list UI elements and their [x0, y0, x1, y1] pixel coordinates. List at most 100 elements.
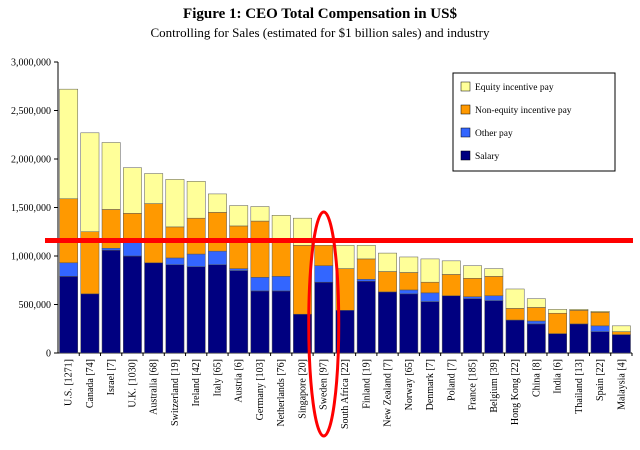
- bar-segment: [123, 255, 142, 354]
- bar-segment: [165, 257, 185, 265]
- bar-segment: [569, 309, 589, 311]
- bar-segment: [59, 262, 79, 277]
- bar-segment: [186, 181, 206, 219]
- bar-segment: [378, 252, 397, 272]
- x-tick-label: Netherlands [76]: [276, 359, 287, 426]
- bar-segment: [484, 268, 504, 277]
- bar-segment: [611, 331, 631, 335]
- x-tick-label: Austria [6]: [234, 359, 245, 403]
- bar-segment: [80, 132, 100, 232]
- bar-segment: [569, 323, 589, 354]
- bar-segment: [208, 212, 227, 252]
- bar-segment: [420, 258, 440, 283]
- bar-segment: [208, 264, 227, 354]
- bar-segment: [271, 276, 291, 292]
- bar-segment: [441, 295, 461, 354]
- legend-label: Salary: [475, 152, 500, 162]
- x-tick-label: New Zealand [7]: [383, 359, 394, 427]
- bar-segment: [484, 300, 504, 354]
- bar-segment: [463, 298, 482, 354]
- bar-segment: [356, 279, 376, 282]
- bar-segment: [526, 320, 546, 325]
- legend-swatch: [460, 127, 471, 138]
- bar-segment: [101, 249, 121, 354]
- x-tick-label: Spain [22]: [595, 359, 606, 401]
- sweden-highlight-ellipse: [307, 210, 341, 438]
- bar-segment: [420, 292, 440, 302]
- legend: Equity incentive pay Non-equity incentive…: [452, 72, 616, 172]
- chart-title: Figure 1: CEO Total Compensation in US$: [183, 6, 457, 22]
- bar-segment: [526, 298, 546, 308]
- bar-segment: [123, 213, 142, 242]
- x-tick-label: Thailand [13]: [574, 359, 585, 414]
- bar-segment: [590, 331, 610, 354]
- x-tick-label: China [8]: [531, 359, 542, 397]
- x-tick-label: Norway [65]: [404, 359, 415, 410]
- bar-segment: [250, 277, 270, 292]
- bar-segment: [378, 291, 397, 354]
- bar-segment: [611, 334, 631, 354]
- bar-segment: [59, 276, 79, 354]
- x-tick-label: Germany [103]: [255, 359, 266, 420]
- bar-segment: [144, 262, 164, 354]
- x-tick-label: Canada [74]: [85, 359, 96, 408]
- bar-segment: [505, 308, 525, 321]
- y-tick-label: 500,000: [19, 300, 52, 311]
- bar-segment: [208, 193, 227, 213]
- bar-segment: [101, 247, 121, 251]
- x-tick-label: Australia [68]: [149, 359, 160, 415]
- bar-segment: [590, 312, 610, 327]
- bar-segment: [229, 205, 249, 227]
- bar-segment: [80, 293, 100, 354]
- bar-segment: [123, 241, 142, 257]
- bar-segment: [611, 325, 631, 332]
- bar-segment: [356, 280, 376, 354]
- category-labels: U.S. [1271] Canada [74] Israel [7] U.K. [10…: [64, 353, 633, 429]
- bar-segment: [441, 260, 461, 275]
- x-tick-label: Malaysia [4]: [616, 359, 627, 410]
- bar-segment: [186, 217, 206, 255]
- bar-segment: [101, 142, 121, 210]
- bar-segment: [569, 310, 589, 325]
- x-tick-label: Finland [19]: [361, 359, 372, 409]
- y-tick-label: 1,000,000: [11, 252, 51, 263]
- x-tick-label: France [185]: [468, 359, 479, 410]
- x-tick-label: Switzerland [19]: [170, 359, 181, 426]
- y-tick-label: 2,500,000: [11, 106, 51, 117]
- bar-segment: [526, 307, 546, 322]
- x-tick-label: Ireland [42]: [191, 359, 202, 406]
- bar-segment: [271, 241, 291, 277]
- bar-segment: [548, 309, 567, 314]
- bar-segment: [420, 301, 440, 354]
- bar-segment: [590, 325, 610, 332]
- bar-segment: [144, 173, 164, 204]
- bar-segment: [271, 290, 291, 354]
- bar-segment: [250, 290, 270, 354]
- bar-segment: [229, 268, 249, 271]
- bar-segment: [484, 276, 504, 297]
- bar-segment: [526, 323, 546, 354]
- y-tick-label: 3,000,000: [11, 58, 51, 69]
- legend-label: Equity incentive pay: [475, 83, 554, 93]
- bar-segment: [165, 179, 185, 228]
- bar-segment: [548, 312, 567, 334]
- legend-swatch: [460, 81, 471, 92]
- bar-segment: [548, 333, 567, 354]
- x-tick-label: Denmark [7]: [425, 359, 436, 410]
- bar-segment: [229, 225, 249, 269]
- bar-segment: [441, 274, 461, 297]
- x-tick-label: Poland [7]: [446, 359, 457, 401]
- bar-segment: [505, 319, 525, 354]
- bar-segment: [335, 245, 355, 269]
- x-tick-label: South Africa [22]: [340, 359, 351, 429]
- x-tick-label: U.K. [1030]: [127, 359, 138, 408]
- chart-subtitle: Controlling for Sales (estimated for $1 …: [150, 25, 490, 40]
- bar-segment: [399, 272, 419, 291]
- annotations: [45, 210, 633, 438]
- legend-box: [452, 72, 616, 172]
- bar-segment: [123, 167, 142, 214]
- x-tick-label: Israel [7]: [106, 359, 117, 395]
- x-tick-label: Belgium [39]: [489, 359, 500, 413]
- y-tick-label: 1,500,000: [11, 203, 51, 214]
